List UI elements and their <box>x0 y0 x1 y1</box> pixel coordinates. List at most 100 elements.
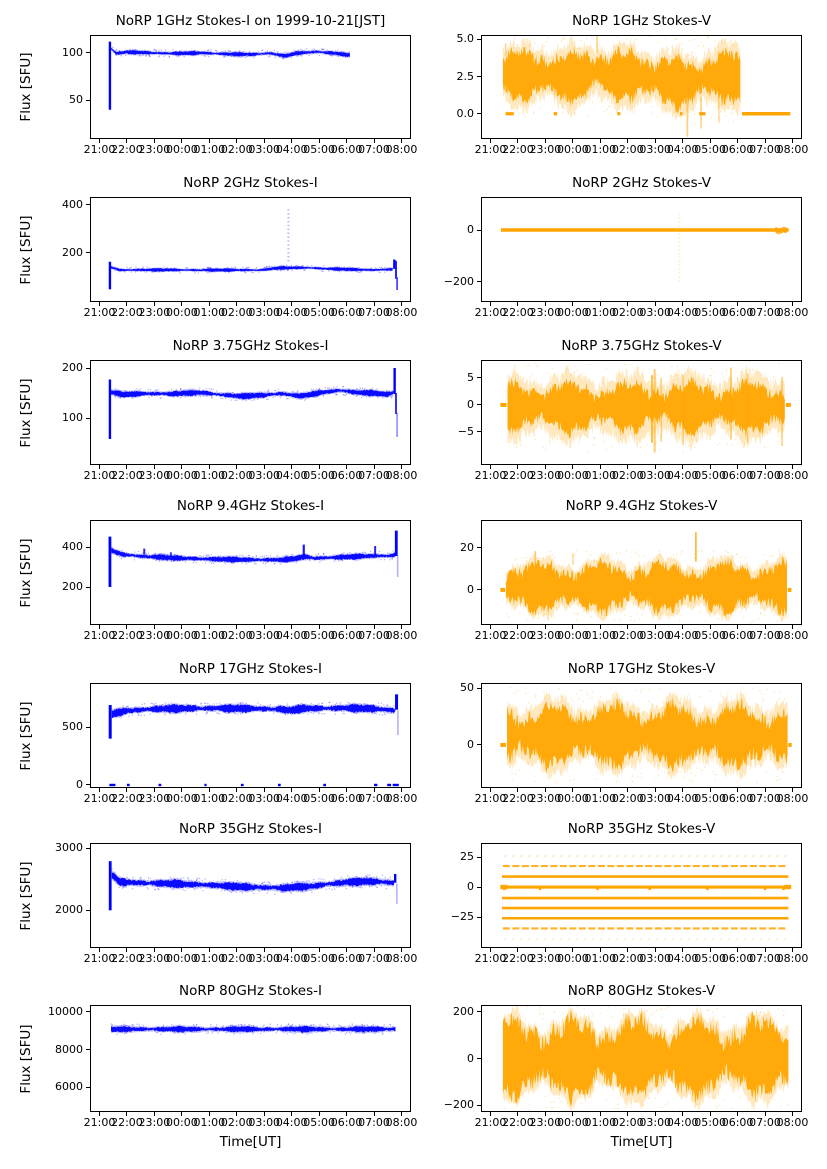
subplot-title: NoRP 3.75GHz Stokes-I <box>172 338 329 354</box>
x-tick <box>654 465 656 469</box>
x-tick <box>791 625 793 629</box>
x-tick <box>236 139 238 143</box>
x-tick <box>153 465 155 469</box>
x-tick-label: 22:00 <box>502 306 534 319</box>
x-tick <box>400 465 402 469</box>
x-tick-label: 05:00 <box>303 1116 335 1129</box>
x-tick-label: 08:00 <box>776 629 809 642</box>
y-tick-label: 0 <box>467 737 474 751</box>
x-tick <box>263 302 265 306</box>
x-tick-label: 02:00 <box>611 469 644 482</box>
y-tick <box>85 847 90 849</box>
y-tick <box>85 1011 90 1013</box>
x-tick <box>517 465 519 469</box>
x-tick <box>99 625 100 629</box>
x-tick-label: 04:00 <box>666 952 699 965</box>
x-tick-label: 23:00 <box>138 952 171 965</box>
x-tick-label: 02:00 <box>611 792 644 805</box>
x-tick <box>490 465 491 469</box>
subplot-title: NoRP 9.4GHz Stokes-V <box>565 498 718 514</box>
x-tick-label: 07:00 <box>749 1116 781 1129</box>
x-tick <box>517 302 519 306</box>
x-tick <box>181 302 183 306</box>
x-tick-label: 00:00 <box>166 952 198 965</box>
x-tick <box>346 625 348 629</box>
x-tick <box>627 465 629 469</box>
x-tick-label: 07:00 <box>358 629 390 642</box>
x-tick <box>627 302 629 306</box>
x-tick <box>208 139 210 143</box>
y-tick <box>476 38 481 40</box>
y-tick-label: 0 <box>467 880 474 894</box>
subplot-title: NoRP 35GHz Stokes-V <box>567 821 716 837</box>
plot-area-norp-80ghz-stokes-i <box>90 1005 411 1112</box>
x-tick-label: 22:00 <box>111 469 143 482</box>
x-tick <box>400 788 402 792</box>
x-tick <box>682 788 684 792</box>
x-tick <box>682 625 684 629</box>
x-tick <box>291 465 293 469</box>
subplot-title: NoRP 17GHz Stokes-V <box>567 661 716 677</box>
subplot-title: NoRP 17GHz Stokes-I <box>179 661 322 677</box>
x-tick-label: 05:00 <box>694 792 726 805</box>
x-tick-label: 00:00 <box>557 629 589 642</box>
x-tick <box>544 302 546 306</box>
x-tick-label: 07:00 <box>358 306 390 319</box>
y-tick-label: 400 <box>62 540 83 553</box>
x-tick <box>208 788 210 792</box>
y-tick-label: 50 <box>460 681 474 694</box>
x-tick <box>709 302 711 306</box>
y-tick-label: 0.0 <box>456 106 475 120</box>
x-tick-label: 02:00 <box>611 143 644 156</box>
subplot-title: NoRP 2GHz Stokes-I <box>183 175 318 191</box>
x-tick <box>791 1112 793 1116</box>
x-tick <box>318 465 320 469</box>
x-tick <box>291 1112 293 1116</box>
x-tick <box>400 302 402 306</box>
y-tick <box>476 229 481 231</box>
x-tick-label: 23:00 <box>529 629 562 642</box>
x-tick <box>263 139 265 143</box>
y-tick-label: 0 <box>467 1051 474 1065</box>
x-tick <box>153 948 155 952</box>
x-tick-label: 01:00 <box>193 792 226 805</box>
x-tick-label: 02:00 <box>611 952 644 965</box>
x-tick-label: 06:00 <box>330 792 363 805</box>
x-tick-label: 01:00 <box>584 629 617 642</box>
x-tick-label: 03:00 <box>248 469 281 482</box>
x-tick <box>517 625 519 629</box>
plot-area-norp-3-75ghz-stokes-v <box>481 360 802 465</box>
y-tick <box>85 204 90 206</box>
x-axis-label: Time[UT] <box>610 1134 673 1150</box>
x-tick <box>709 625 711 629</box>
y-tick-label: 3000 <box>55 841 83 855</box>
x-tick-label: 21:00 <box>83 792 116 805</box>
plot-area-norp-9-4ghz-stokes-v <box>481 520 802 625</box>
x-tick <box>764 1112 766 1116</box>
x-tick <box>682 465 684 469</box>
y-tick-label: −200 <box>443 1098 474 1112</box>
x-tick <box>153 139 155 143</box>
x-tick <box>654 1112 656 1116</box>
x-tick <box>153 1112 155 1116</box>
x-tick-label: 23:00 <box>529 143 562 156</box>
y-tick-label: 2000 <box>55 903 83 916</box>
x-tick <box>737 625 739 629</box>
y-axis-label: Flux [SFU] <box>18 700 34 771</box>
x-tick-label: 01:00 <box>584 1116 617 1129</box>
y-tick-label: 500 <box>62 720 83 734</box>
x-tick-label: 03:00 <box>248 952 281 965</box>
x-tick <box>208 1112 210 1116</box>
x-tick-label: 05:00 <box>694 143 726 156</box>
x-tick <box>236 302 238 306</box>
x-tick <box>126 302 128 306</box>
y-tick <box>476 431 481 433</box>
x-tick <box>346 788 348 792</box>
x-tick-label: 00:00 <box>166 306 198 319</box>
x-tick <box>517 139 519 143</box>
x-tick-label: 00:00 <box>166 469 198 482</box>
x-tick <box>263 1112 265 1116</box>
x-tick <box>208 948 210 952</box>
x-tick <box>791 465 793 469</box>
x-tick-label: 02:00 <box>220 1116 253 1129</box>
